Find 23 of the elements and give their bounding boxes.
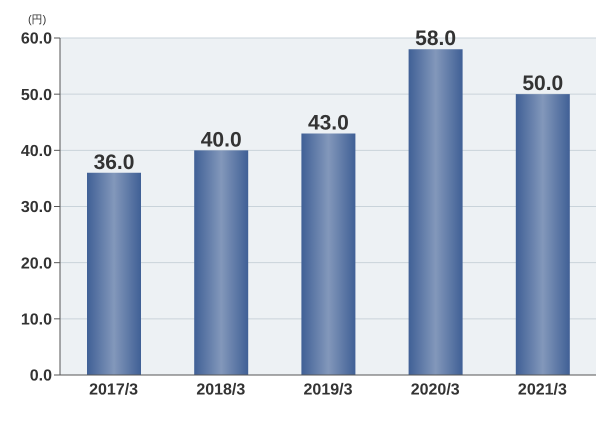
data-label: 50.0 bbox=[522, 72, 564, 96]
y-tick-label: 0.0 bbox=[30, 368, 52, 385]
data-label: 58.0 bbox=[415, 27, 456, 50]
y-tick-label: 40.0 bbox=[20, 143, 52, 160]
bar bbox=[516, 94, 570, 375]
y-axis-title: (円) bbox=[28, 13, 46, 27]
y-tick-label: 30.0 bbox=[20, 199, 52, 216]
data-label: 40.0 bbox=[200, 128, 242, 152]
bar bbox=[408, 49, 463, 375]
bar bbox=[87, 172, 141, 375]
x-tick-label: 2020/3 bbox=[410, 381, 460, 398]
x-tick-label: 2021/3 bbox=[518, 381, 567, 398]
x-tick-label: 2018/3 bbox=[196, 381, 246, 398]
data-label: 36.0 bbox=[94, 150, 134, 174]
y-tick-label: 10.0 bbox=[20, 312, 52, 329]
y-tick-label: 50.0 bbox=[20, 86, 52, 104]
x-tick-label: 2017/3 bbox=[89, 381, 138, 398]
bar bbox=[194, 150, 248, 375]
data-label: 43.0 bbox=[308, 111, 349, 134]
y-tick-label: 20.0 bbox=[20, 255, 52, 272]
y-tick-label: 60.0 bbox=[20, 30, 52, 48]
bar bbox=[301, 133, 356, 375]
x-tick-label: 2019/3 bbox=[304, 381, 353, 398]
